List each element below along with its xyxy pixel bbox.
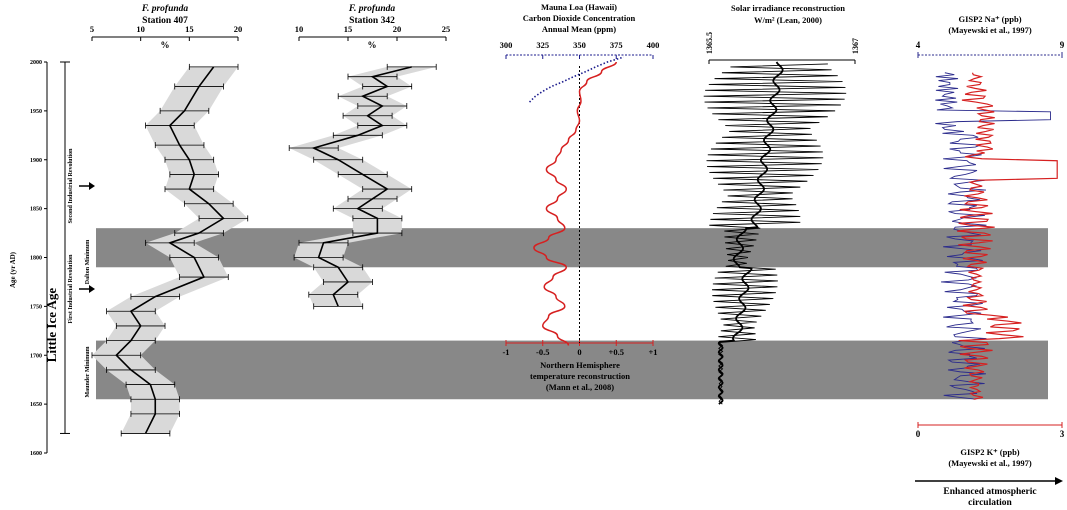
age-tick-label-1950: 1950 <box>30 109 42 115</box>
solar-tick-label-0: 1365.5 <box>705 32 714 54</box>
sodium-tick-label-0: 4 <box>916 40 921 50</box>
sodium-curve <box>935 72 1051 400</box>
first-industrial-revolution-label: First Industrial Revolution <box>68 254 74 324</box>
station342-tick-label-3: 25 <box>442 24 451 34</box>
age-tick-label-1900: 1900 <box>30 158 42 164</box>
age-axis-label: Age (yr AD) <box>9 251 17 288</box>
station407-tick-label-3: 20 <box>234 24 243 34</box>
age-tick-label-1750: 1750 <box>30 304 42 310</box>
station342-tick-label-0: 10 <box>295 24 304 34</box>
co2-tick-label-3: 375 <box>610 40 623 50</box>
gisp2-panel: GISP2 Na⁺ (ppb) (Mayewski et al., 1997) … <box>915 14 1065 508</box>
age-tick-label-1700: 1700 <box>30 353 42 359</box>
co2-title-line1: Mauna Loa (Hawaii) <box>541 2 617 12</box>
station342-tick-label-2: 20 <box>393 24 402 34</box>
temperature-tick-label-1: -0.5 <box>536 347 549 357</box>
station407-axis: 5 10 15 20 <box>90 24 242 41</box>
age-tick-label-2000: 2000 <box>30 60 42 66</box>
little-ice-age-bracket: Little Ice Age <box>44 61 70 434</box>
second-industrial-revolution-label: Second Industrial Revolution <box>68 148 74 224</box>
little-ice-age-label: Little Ice Age <box>44 288 59 363</box>
station342-tick-label-1: 15 <box>344 24 353 34</box>
co2-temperature-series <box>528 56 624 346</box>
station407-tick-label-1: 10 <box>136 24 145 34</box>
station407-tick-label-2: 15 <box>185 24 194 34</box>
age-tick-label-1850: 1850 <box>30 207 42 213</box>
age-tick-label-1800: 1800 <box>30 256 42 262</box>
co2-tick-label-1: 325 <box>536 40 549 50</box>
solar-panel: Solar irradiance reconstruction W/m² (Le… <box>703 3 860 405</box>
potassium-tick-label-0: 0 <box>916 429 921 439</box>
co2-temperature-panel: Mauna Loa (Hawaii) Carbon Dioxide Concen… <box>500 2 660 392</box>
station407-error-bar <box>120 430 171 437</box>
station342-mean-line <box>311 66 412 307</box>
enhanced-circulation-label-line2: circulation <box>968 498 1012 508</box>
station342-axis: 10 15 20 25 <box>295 24 451 41</box>
first-industrial-revolution-arrow <box>79 285 95 293</box>
station342-species-title: F. profunda <box>348 4 396 14</box>
sodium-tick-label-1: 9 <box>1060 40 1065 50</box>
station342-title: Station 342 <box>349 16 395 26</box>
gisp2-potassium-title-line1: GISP2 K⁺ (ppb) <box>960 447 1019 457</box>
solar-smoothed-curve <box>717 61 784 405</box>
temperature-tick-label-0: -1 <box>502 347 509 357</box>
station342-panel: F. profunda Station 342 % 10 15 20 25 <box>288 4 451 310</box>
co2-tick-label-4: 400 <box>647 40 660 50</box>
solar-series <box>703 61 847 405</box>
station407-tick-label-0: 5 <box>90 24 94 34</box>
industrial-revolution-arrows <box>79 182 95 293</box>
solar-title-line1: Solar irradiance reconstruction <box>731 3 845 13</box>
co2-title-line3: Annual Mean (ppm) <box>542 24 616 34</box>
co2-curve <box>528 56 624 103</box>
station407-error-envelope <box>92 66 248 434</box>
station342-unit: % <box>368 40 377 50</box>
temperature-title-line1: Northern Hemisphere <box>540 360 620 370</box>
dalton-minimum-label: Dalton Minimum <box>85 240 91 285</box>
dalton-band <box>96 228 1048 268</box>
gisp2-potassium-title-line2: (Mayewski et al., 1997) <box>948 458 1032 468</box>
enhanced-circulation-label-line1: Enhanced atmospheric <box>943 487 1036 497</box>
co2-title-line2: Carbon Dioxide Concentration <box>523 13 636 23</box>
co2-axis: 300 325 350 375 400 <box>500 40 660 59</box>
solar-axis: 1365.5 1367 <box>705 32 860 64</box>
station407-mean-line <box>115 66 225 434</box>
potassium-curve <box>957 72 1058 400</box>
station407-panel: F. profunda Station 407 % 5 10 15 20 <box>90 4 249 437</box>
station407-title: Station 407 <box>142 16 188 26</box>
station407-species-title: F. profunda <box>141 4 189 14</box>
gisp2-series <box>935 72 1058 400</box>
temperature-tick-label-2: 0 <box>577 347 581 357</box>
age-axis: 1600 1650 1700 1750 1800 1850 1900 1950 2000 <box>30 60 48 457</box>
enhanced-circulation-arrow <box>915 477 1063 485</box>
co2-tick-label-2: 350 <box>573 40 586 50</box>
temperature-tick-label-3: +0.5 <box>609 347 624 357</box>
age-tick-label-1600: 1600 <box>30 451 42 457</box>
gisp2-sodium-title-line2: (Mayewski et al., 1997) <box>948 25 1032 35</box>
solar-cycle-curve <box>703 63 847 405</box>
station407-unit: % <box>161 40 170 50</box>
solar-tick-label-1: 1367 <box>851 38 860 54</box>
temperature-title-line3: (Mann et al., 2008) <box>546 382 614 392</box>
age-tick-label-1650: 1650 <box>30 402 42 408</box>
potassium-tick-label-1: 3 <box>1060 429 1065 439</box>
solar-title-line2: W/m² (Lean, 2000) <box>754 15 822 25</box>
shaded-periods <box>96 228 1048 400</box>
station342-series <box>288 63 437 310</box>
co2-tick-label-0: 300 <box>500 40 513 50</box>
temperature-curve <box>533 61 617 346</box>
station407-series <box>91 63 249 437</box>
maunder-band <box>96 340 1048 400</box>
gisp2-sodium-title-line1: GISP2 Na⁺ (ppb) <box>958 14 1021 24</box>
temperature-tick-label-4: +1 <box>648 347 657 357</box>
second-industrial-revolution-arrow <box>79 182 95 190</box>
maunder-minimum-label: Maunder Minimum <box>85 346 91 397</box>
temperature-title-line2: temperature reconstruction <box>530 371 630 381</box>
